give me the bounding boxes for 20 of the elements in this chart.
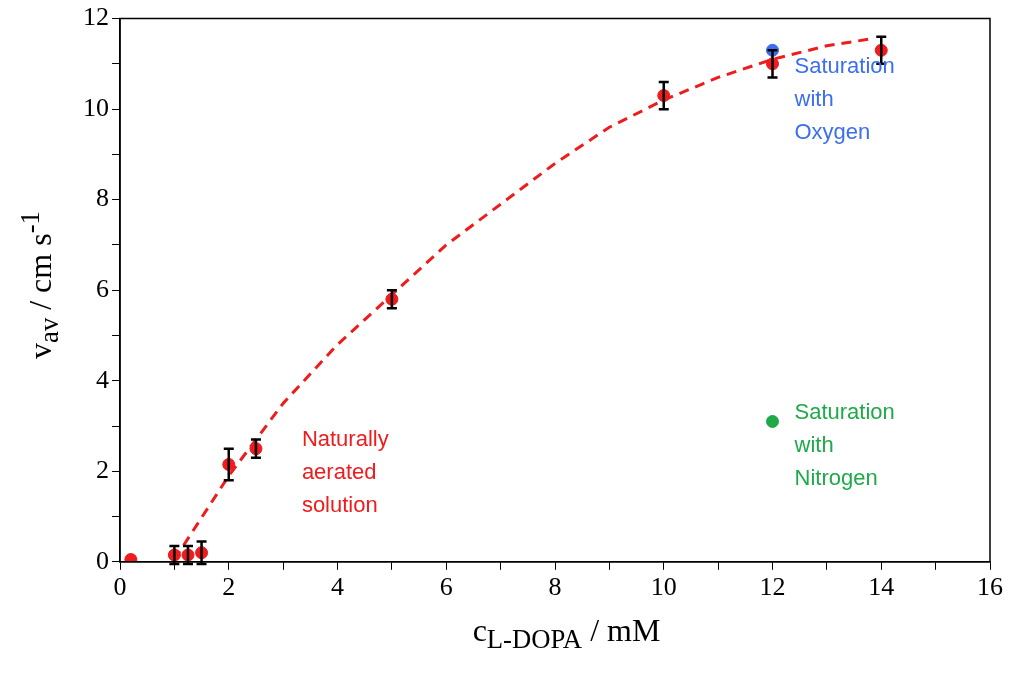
x-tick-label: 4 [331, 572, 344, 602]
y-tick-label: 4 [96, 364, 109, 394]
x-tick-label: 16 [977, 572, 1003, 602]
series-label: Saturation with Nitrogen [793, 398, 895, 490]
x-axis-title: c$_{L-DOPA}$ / mM [471, 612, 662, 656]
text: Naturally aerated solution [301, 426, 389, 518]
y-tick-label: 10 [83, 92, 109, 122]
x-tick-label: 2 [222, 572, 236, 602]
x-tick-label: 12 [759, 572, 786, 602]
y-tick-label: 2 [96, 455, 109, 485]
y-tick-label: 8 [96, 183, 109, 213]
y-tick-label: 6 [96, 274, 109, 304]
point [766, 414, 779, 428]
series-label: Saturation with Oxygen [793, 53, 895, 145]
x-tick-label: 8 [548, 572, 562, 602]
x-tick-label: 14 [868, 572, 895, 602]
y-tick-label: 12 [83, 2, 109, 32]
x-tick-label: 6 [439, 572, 453, 602]
x-tick-label: 10 [650, 572, 677, 602]
y-tick-label: 0 [96, 545, 109, 575]
